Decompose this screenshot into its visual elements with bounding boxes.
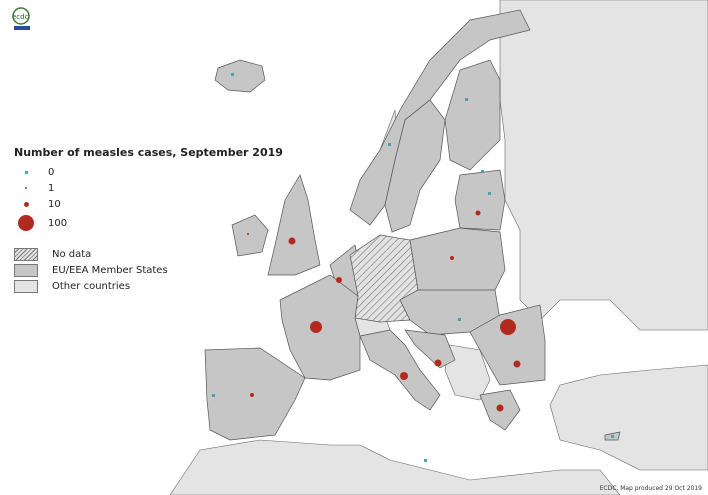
marker-uk bbox=[288, 237, 296, 245]
legend-size-0: 0 bbox=[14, 165, 283, 179]
uk bbox=[267, 174, 321, 276]
croatia-slovenia bbox=[404, 329, 456, 369]
marker-malta bbox=[424, 459, 427, 462]
north-africa bbox=[169, 439, 621, 495]
legend-other-countries: Other countries bbox=[14, 279, 283, 293]
ecdc-logo: ecdc bbox=[8, 6, 38, 32]
marker-symbol-icon bbox=[25, 187, 27, 189]
marker-cyprus bbox=[611, 435, 614, 438]
marker-estonia bbox=[481, 170, 484, 173]
marker-symbol-icon bbox=[24, 170, 28, 174]
marker-lithuania bbox=[475, 210, 481, 216]
marker-symbol-icon bbox=[23, 201, 29, 207]
marker-bulgaria bbox=[513, 360, 521, 368]
legend-size-10: 10 bbox=[14, 197, 283, 211]
iceland bbox=[214, 59, 266, 93]
legend-size-1: 1 bbox=[14, 181, 283, 195]
finland bbox=[444, 59, 501, 171]
italy bbox=[359, 329, 441, 411]
marker-greece bbox=[496, 404, 504, 412]
case-markers bbox=[212, 73, 614, 462]
marker-france bbox=[310, 321, 322, 333]
map-legend: Number of measles cases, September 2019 … bbox=[14, 146, 283, 295]
legend-eu-member: EU/EEA Member States bbox=[14, 263, 283, 277]
romania-bulgaria bbox=[469, 304, 546, 386]
marker-portugal bbox=[212, 394, 215, 397]
sweden bbox=[384, 99, 446, 233]
turkey bbox=[549, 364, 708, 471]
marker-italy bbox=[400, 372, 408, 380]
marker-iceland bbox=[231, 73, 234, 76]
poland bbox=[409, 227, 506, 293]
ireland bbox=[231, 214, 269, 257]
marker-hungary bbox=[458, 318, 461, 321]
svg-text:ecdc: ecdc bbox=[12, 13, 29, 21]
marker-finland bbox=[465, 98, 468, 101]
legend-no-data: No data bbox=[14, 247, 283, 261]
legend-title: Number of measles cases, September 2019 bbox=[14, 146, 283, 159]
marker-latvia bbox=[488, 192, 491, 195]
russia-east bbox=[499, 0, 708, 331]
marker-poland bbox=[450, 256, 454, 260]
marker-belgium bbox=[336, 277, 342, 283]
marker-symbol-icon bbox=[18, 215, 34, 231]
marker-spain bbox=[250, 393, 254, 397]
marker-ireland bbox=[247, 233, 249, 235]
iberia bbox=[204, 347, 306, 441]
marker-romania bbox=[500, 319, 516, 335]
map-credit: ECDC. Map produced 29 Oct 2019 bbox=[599, 485, 702, 492]
legend-size-100: 100 bbox=[14, 213, 283, 233]
baltics bbox=[454, 169, 506, 231]
marker-croatia bbox=[434, 359, 442, 367]
marker-norway bbox=[388, 143, 391, 146]
